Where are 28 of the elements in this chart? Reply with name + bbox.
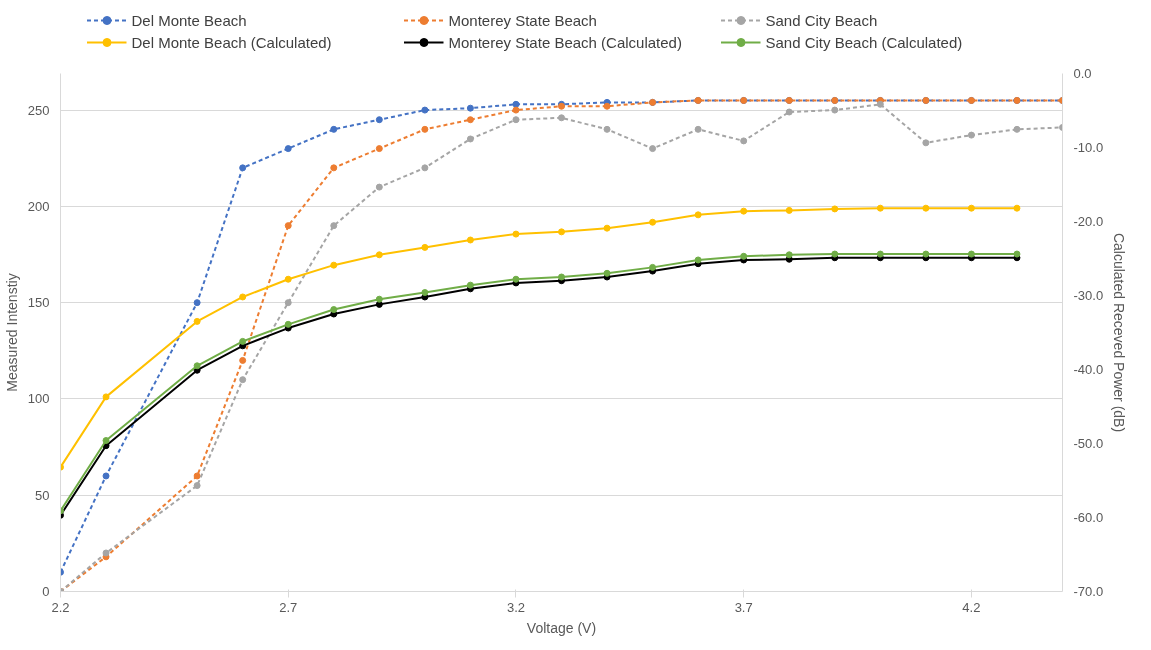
y2-tick-label: -40.0 <box>1073 362 1104 377</box>
x-tick-label: 2.2 <box>51 599 70 615</box>
y-tick-label: 0 <box>42 584 50 599</box>
y-tick-label: 200 <box>27 198 50 214</box>
legend-label: Monterey State Beach (Calculated) <box>448 33 683 51</box>
legend-label: Sand City Beach (Calculated) <box>765 33 964 51</box>
legend-label: Sand City Beach <box>765 11 879 29</box>
x-tick-label: 3.7 <box>734 599 753 615</box>
legend-label: Monterey State Beach <box>448 11 598 29</box>
x-tick-label: 3.2 <box>506 599 525 615</box>
y-tick-label: 100 <box>27 391 50 407</box>
y2-tick-label: -70.0 <box>1073 584 1104 599</box>
y2-tick-label: -50.0 <box>1073 436 1104 451</box>
y2-tick-label: -30.0 <box>1073 288 1104 303</box>
legend-label: Del Monte Beach (Calculated) <box>131 33 333 51</box>
x-tick-label: 4.2 <box>962 599 981 615</box>
y2-axis-title: Calculated Receved Power (dB) <box>1111 232 1128 433</box>
y2-tick-label: -20.0 <box>1073 214 1104 229</box>
y2-tick-label: -60.0 <box>1073 510 1104 525</box>
y-tick-label: 150 <box>27 295 50 311</box>
y-tick-label: 250 <box>27 102 50 118</box>
y-axis-title: Measured Intenstiy <box>3 273 20 392</box>
x-axis-title: Voltage (V) <box>526 619 597 636</box>
y-tick-label: 50 <box>35 487 50 503</box>
y2-tick-label: 0.0 <box>1073 66 1092 81</box>
x-tick-label: 2.7 <box>279 599 298 615</box>
y2-tick-label: -10.0 <box>1073 140 1104 155</box>
legend-label: Del Monte Beach <box>131 11 248 29</box>
